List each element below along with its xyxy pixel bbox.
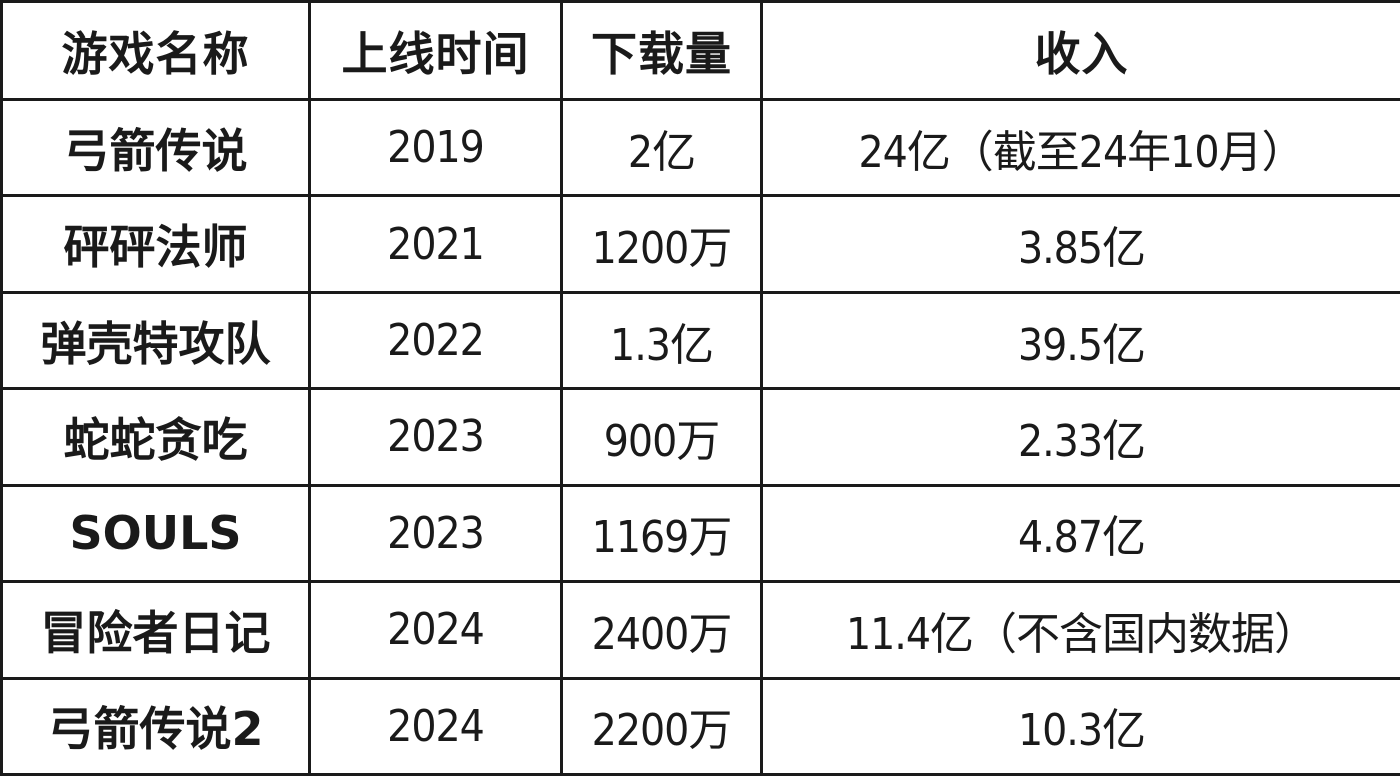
launch-time-cell: 2019	[308, 97, 563, 198]
table-row: SOULS 2023 1169万 4.87亿	[0, 483, 1400, 584]
table-row: 弹壳特攻队 2022 1.3亿 39.5亿	[0, 290, 1400, 391]
header-row: 游戏名称 上线时间 下载量 收入	[0, 0, 1400, 101]
launch-time-cell: 2023	[308, 387, 563, 487]
revenue-cell: 11.4亿（不含国内数据）	[760, 580, 1400, 680]
revenue-cell: 39.5亿	[760, 290, 1400, 391]
game-name-cell: 弓箭传说2	[0, 676, 311, 776]
launch-time-cell: 2024	[308, 580, 563, 680]
header-revenue: 收入	[760, 0, 1400, 101]
game-name-cell: 弹壳特攻队	[0, 290, 311, 391]
downloads-cell: 1169万	[560, 483, 763, 584]
launch-time-cell: 2024	[308, 676, 563, 776]
revenue-cell: 10.3亿	[760, 676, 1400, 776]
launch-time-cell: 2023	[308, 483, 563, 584]
launch-time-cell: 2021	[308, 194, 563, 294]
table-row: 冒险者日记 2024 2400万 11.4亿（不含国内数据）	[0, 580, 1400, 680]
revenue-cell: 24亿（截至24年10月）	[760, 97, 1400, 198]
game-name-cell: 弓箭传说	[0, 97, 311, 198]
downloads-cell: 2200万	[560, 676, 763, 776]
downloads-cell: 2400万	[560, 580, 763, 680]
table-row: 弓箭传说2 2024 2200万 10.3亿	[0, 676, 1400, 776]
game-name-cell: 砰砰法师	[0, 194, 311, 294]
header-game-name: 游戏名称	[0, 0, 311, 101]
launch-time-cell: 2022	[308, 290, 563, 391]
header-launch-time: 上线时间	[308, 0, 563, 101]
game-name-cell: SOULS	[0, 483, 311, 584]
game-name-cell: 冒险者日记	[0, 580, 311, 680]
table-row: 蛇蛇贪吃 2023 900万 2.33亿	[0, 387, 1400, 487]
downloads-cell: 2亿	[560, 97, 763, 198]
revenue-cell: 3.85亿	[760, 194, 1400, 294]
downloads-cell: 900万	[560, 387, 763, 487]
downloads-cell: 1200万	[560, 194, 763, 294]
revenue-cell: 2.33亿	[760, 387, 1400, 487]
header-downloads: 下载量	[560, 0, 763, 101]
downloads-cell: 1.3亿	[560, 290, 763, 391]
game-name-cell: 蛇蛇贪吃	[0, 387, 311, 487]
table-row: 弓箭传说 2019 2亿 24亿（截至24年10月）	[0, 97, 1400, 198]
table-row: 砰砰法师 2021 1200万 3.85亿	[0, 194, 1400, 294]
revenue-cell: 4.87亿	[760, 483, 1400, 584]
